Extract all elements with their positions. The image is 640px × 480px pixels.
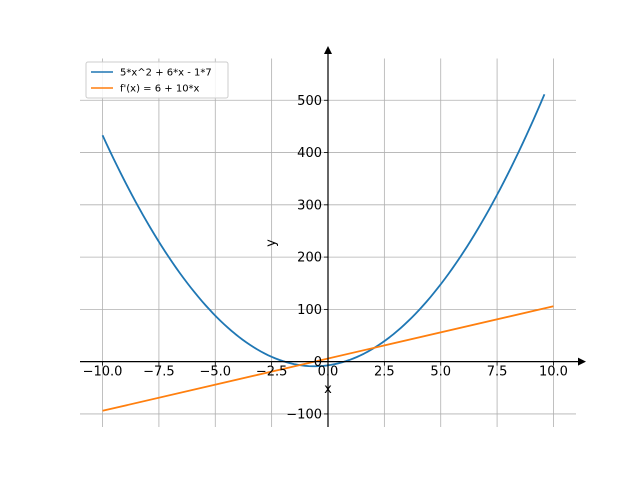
x-tick-label-8: 10.0	[539, 365, 568, 380]
y-tick-label-1: 0	[314, 355, 322, 370]
x-tick-label-0: −10.0	[83, 365, 123, 380]
y-tick-label-5: 400	[297, 146, 322, 161]
y-axis-arrow	[324, 46, 332, 54]
x-axis-arrow	[578, 357, 586, 366]
x-axis-label: x	[324, 382, 332, 397]
y-tick-label-6: 500	[297, 94, 322, 109]
x-tick-label-3: −2.5	[256, 365, 288, 380]
x-tick-label-1: −7.5	[143, 365, 175, 380]
x-tick-label-4: 0.0	[318, 365, 339, 380]
y-tick-label-0: −100	[286, 407, 322, 422]
x-tick-label-2: −5.0	[199, 365, 231, 380]
y-axis-label: y	[264, 239, 279, 247]
legend-label-series-2: f'(x) = 6 + 10*x	[120, 84, 200, 95]
y-tick-label-2: 100	[297, 303, 322, 318]
tick-labels: −10.0 −7.5 −5.0 −2.5 0.0 2.5 5.0 7.5 10.0 −100 0 10…	[83, 94, 568, 423]
legend-box	[85, 61, 229, 99]
legend-label-series-1: 5*x^2 + 6*x - 1*7	[120, 68, 212, 79]
y-tick-label-4: 300	[297, 198, 322, 213]
y-tick-label-3: 200	[297, 251, 322, 266]
x-tick-label-5: 2.5	[374, 365, 395, 380]
legend: 5*x^2 + 6*x - 1*7 f'(x) = 6 + 10*x	[85, 61, 229, 99]
series-line-1	[101, 93, 546, 368]
x-tick-label-6: 5.0	[430, 365, 451, 380]
x-tick-label-7: 7.5	[487, 365, 508, 380]
